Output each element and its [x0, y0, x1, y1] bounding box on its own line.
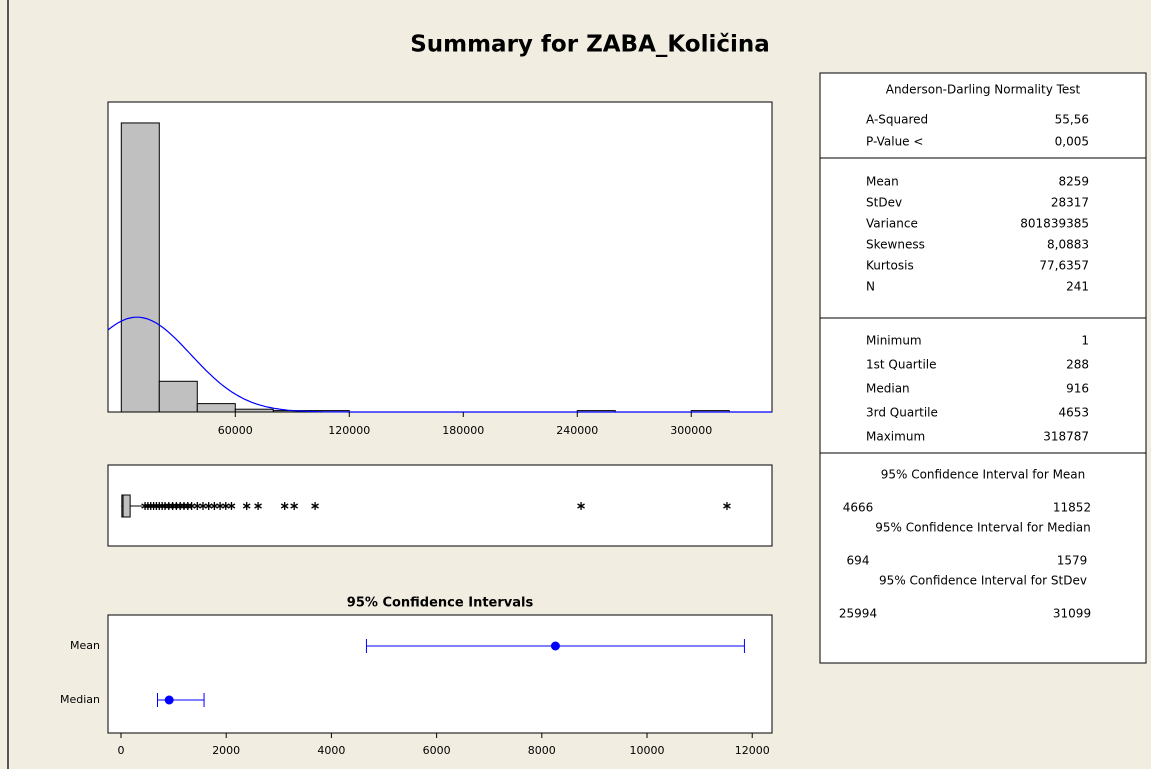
stat-value: 77,6357	[1039, 259, 1089, 273]
stat-label: Median	[866, 382, 910, 396]
x-tick-label: 120000	[328, 424, 370, 437]
stat-label: 3rd Quartile	[866, 406, 938, 420]
category-label: Median	[60, 693, 100, 706]
normal-curve	[107, 316, 772, 413]
interval-title: 95% Confidence Interval for Mean	[881, 468, 1086, 482]
stat-value: 801839385	[1020, 217, 1089, 231]
stat-label: StDev	[866, 196, 902, 210]
outlier	[242, 502, 251, 510]
stat-label: A-Squared	[866, 113, 928, 127]
interval-lower: 4666	[843, 501, 874, 515]
histogram-bar	[120, 122, 160, 413]
stat-label: Mean	[866, 175, 899, 189]
interval-upper: 11852	[1053, 501, 1091, 515]
stat-label: N	[866, 280, 875, 294]
interval-title: 95% Confidence Interval for Median	[875, 521, 1091, 535]
outlier	[280, 502, 289, 510]
title: Summary for ZABA_Količina	[410, 32, 770, 58]
stat-value: 318787	[1043, 430, 1089, 444]
stat-value: 241	[1066, 280, 1089, 294]
histogram-bar	[196, 403, 236, 413]
stat-value: 0,005	[1055, 135, 1089, 149]
histogram-bar	[234, 408, 274, 413]
stat-label: Minimum	[866, 334, 922, 348]
x-tick-label: 8000	[528, 744, 556, 757]
stat-value: 55,56	[1055, 113, 1089, 127]
interval-lower: 25994	[839, 607, 877, 621]
stat-label: Maximum	[866, 430, 925, 444]
plot-frame	[107, 614, 773, 734]
estimate-dot	[164, 695, 174, 705]
interval-title: 95% Confidence Interval for StDev	[879, 574, 1087, 588]
x-tick-label: 6000	[423, 744, 451, 757]
outlier	[311, 502, 319, 510]
stat-value: 4653	[1058, 406, 1089, 420]
outlier	[254, 502, 262, 510]
x-tick-label: 180000	[442, 424, 484, 437]
category-label: Mean	[70, 639, 100, 652]
outlier	[227, 502, 236, 510]
x-tick-label: 4000	[317, 744, 345, 757]
stat-value: 8,0883	[1047, 238, 1089, 252]
stat-value: 288	[1066, 358, 1089, 372]
stat-label: Variance	[866, 217, 918, 231]
x-tick-label: 12000	[735, 744, 770, 757]
stat-value: 916	[1066, 382, 1089, 396]
x-tick-label: 240000	[556, 424, 598, 437]
stat-label: P-Value <	[866, 135, 923, 149]
x-tick-label: 60000	[218, 424, 253, 437]
stat-label: 1st Quartile	[866, 358, 937, 372]
interval-lower: 694	[847, 554, 870, 568]
x-tick-label: 0	[117, 744, 124, 757]
interval-upper: 1579	[1057, 554, 1088, 568]
stat-value: 1	[1081, 334, 1089, 348]
outlier	[290, 502, 299, 510]
stat-value: 8259	[1058, 175, 1089, 189]
stat-label: Kurtosis	[866, 259, 914, 273]
stats-panel	[819, 72, 1147, 664]
x-tick-label: 10000	[630, 744, 665, 757]
stat-value: 28317	[1051, 196, 1089, 210]
section-title: Anderson-Darling Normality Test	[886, 83, 1081, 97]
interval-upper: 31099	[1053, 607, 1091, 621]
stat-label: Skewness	[866, 238, 925, 252]
x-tick-label: 2000	[212, 744, 240, 757]
estimate-dot	[550, 641, 560, 651]
histogram-bar	[158, 380, 198, 413]
outlier	[577, 502, 585, 510]
ci-title: 95% Confidence Intervals	[347, 596, 534, 611]
box	[121, 494, 131, 518]
x-tick-label: 300000	[670, 424, 712, 437]
outlier	[723, 502, 731, 510]
plot-frame	[107, 101, 773, 413]
